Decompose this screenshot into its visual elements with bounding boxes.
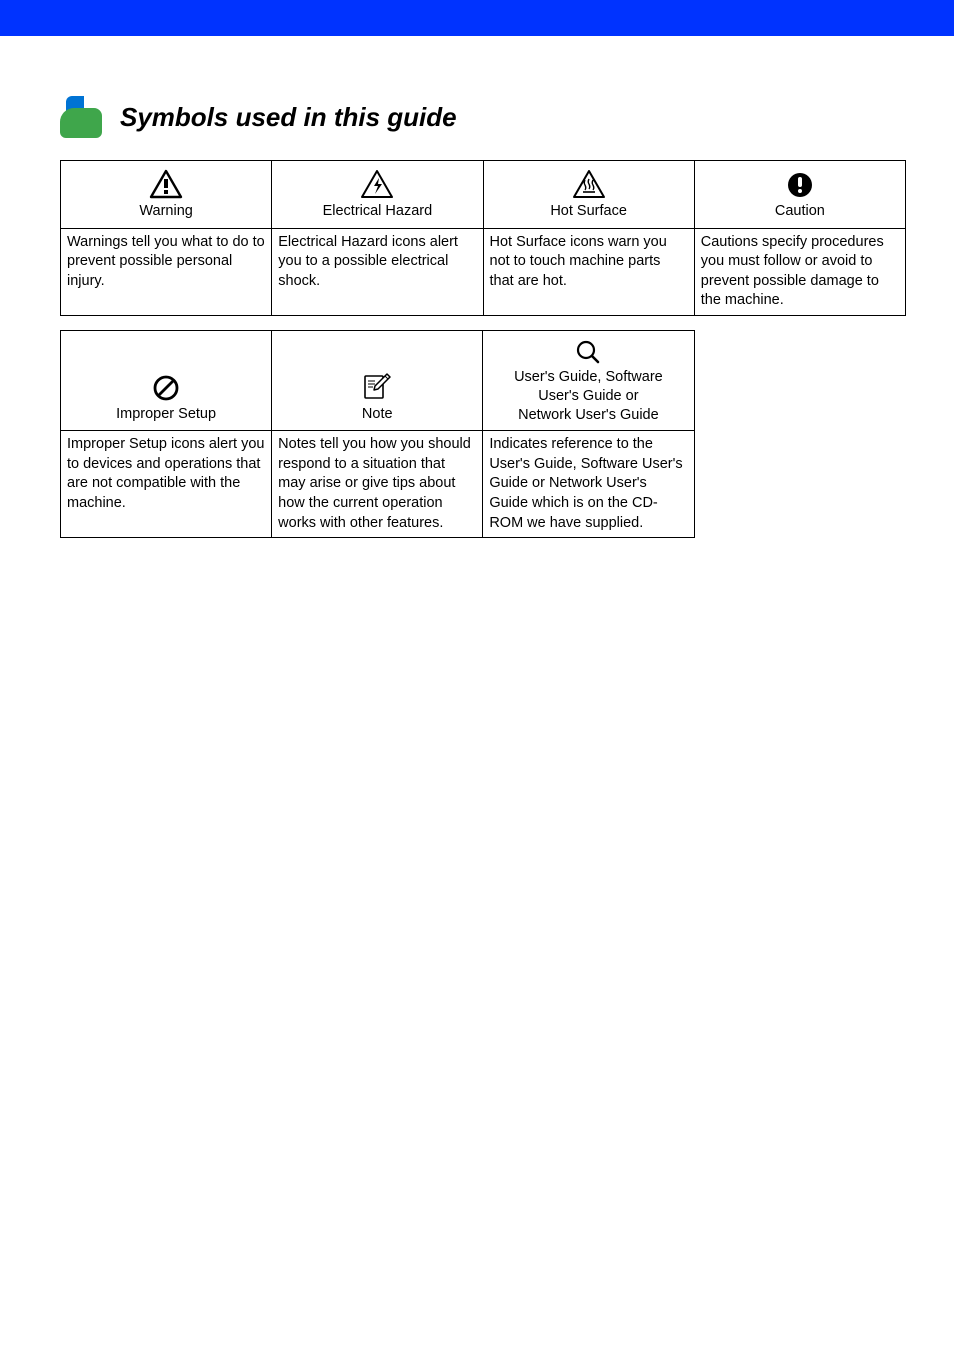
magnifier-icon	[575, 339, 601, 365]
guide-desc: Indicates reference to the User's Guide,…	[483, 431, 694, 538]
warning-desc: Warnings tell you what to do to prevent …	[61, 228, 272, 315]
cell-hotsurface-header: Hot Surface	[483, 161, 694, 229]
caution-label: Caution	[775, 202, 825, 222]
cell-caution-header: Caution	[694, 161, 905, 229]
top-blue-bar	[0, 0, 954, 36]
heading-row: Symbols used in this guide	[60, 96, 906, 138]
note-desc: Notes tell you how you should respond to…	[272, 431, 483, 538]
symbols-table-1: Warning Electrical Hazard	[60, 160, 906, 316]
electrical-label: Electrical Hazard	[323, 202, 433, 222]
cell-note-header: Note	[272, 330, 483, 431]
warning-icon	[149, 169, 183, 199]
cell-electrical-header: Electrical Hazard	[272, 161, 483, 229]
tables-container: Warning Electrical Hazard	[60, 160, 906, 538]
hotsurface-label: Hot Surface	[550, 202, 627, 222]
section-tab-icon	[60, 96, 102, 138]
page-title: Symbols used in this guide	[120, 102, 457, 133]
note-icon	[361, 370, 393, 402]
guide-label: User's Guide, Software User's Guide or N…	[514, 368, 663, 425]
symbols-table-2: Improper Setup	[60, 330, 695, 538]
cell-guide-header: User's Guide, Software User's Guide or N…	[483, 330, 694, 431]
cell-improper-header: Improper Setup	[61, 330, 272, 431]
warning-label: Warning	[139, 202, 192, 222]
cell-warning-header: Warning	[61, 161, 272, 229]
electrical-hazard-icon	[360, 169, 394, 199]
electrical-desc: Electrical Hazard icons alert you to a p…	[272, 228, 483, 315]
improper-desc: Improper Setup icons alert you to device…	[61, 431, 272, 538]
improper-setup-icon	[152, 374, 180, 402]
hotsurface-desc: Hot Surface icons warn you not to touch …	[483, 228, 694, 315]
note-label: Note	[362, 405, 393, 425]
improper-label: Improper Setup	[116, 405, 216, 425]
page-content: Symbols used in this guide Warning	[0, 36, 954, 538]
caution-icon	[786, 171, 814, 199]
caution-desc: Cautions specify procedures you must fol…	[694, 228, 905, 315]
hot-surface-icon	[572, 169, 606, 199]
